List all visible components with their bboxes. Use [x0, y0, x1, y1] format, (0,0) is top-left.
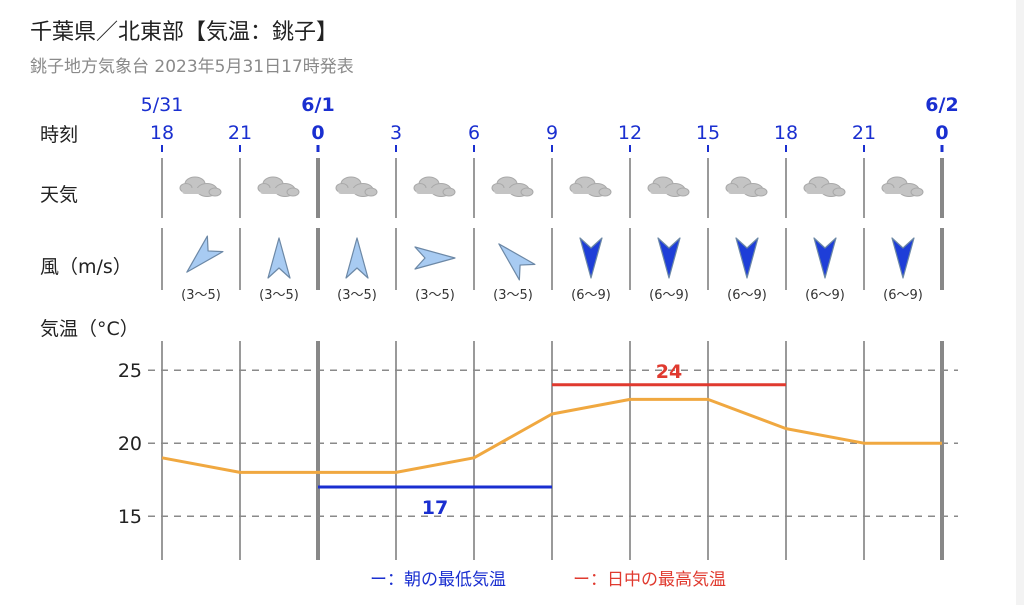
cloudy-icon: [803, 176, 846, 197]
date-label: 6/1: [301, 94, 334, 116]
wind-arrow-shape: [414, 246, 456, 270]
cloud-part: [754, 187, 768, 197]
row-label-temp: 気温（°C）: [40, 318, 139, 340]
page-subtitle: 銚子地方気象台 2023年5月31日17時発表: [30, 57, 354, 77]
cloud-part: [832, 187, 846, 197]
hour-label: 3: [390, 122, 402, 144]
max-temp-label: 24: [656, 361, 682, 383]
date-label: 6/2: [925, 94, 958, 116]
wind-arrow-icon: [267, 237, 291, 279]
y-tick-label: 20: [118, 433, 142, 455]
cloud-part: [182, 188, 216, 194]
hour-label: 12: [618, 122, 642, 144]
hour-label: 6: [468, 122, 480, 144]
wind-arrow-shape: [657, 237, 681, 279]
hour-label: 15: [696, 122, 720, 144]
wind-arrow-shape: [498, 243, 536, 281]
hour-label: 0: [935, 122, 948, 144]
legend-text: ：朝の最低気温: [387, 570, 506, 590]
cloud-part: [260, 188, 294, 194]
wind-arrow-shape: [891, 237, 915, 279]
wind-speed-label: (6〜9): [805, 288, 845, 303]
wind-arrow-icon: [891, 237, 915, 279]
cloud-part: [442, 187, 456, 197]
wind-arrow-icon: [813, 237, 837, 279]
wind-speed-label: (3〜5): [181, 288, 221, 303]
wind-speed-label: (3〜5): [493, 288, 533, 303]
wind-speed-label: (6〜9): [571, 288, 611, 303]
cloud-part: [598, 187, 612, 197]
wind-arrow-shape: [345, 237, 369, 279]
cloudy-icon: [569, 176, 612, 197]
cloudy-icon: [179, 176, 222, 197]
row-label-wind: 風（m/s）: [40, 256, 132, 278]
cloud-part: [572, 188, 606, 194]
cloudy-icon: [647, 176, 690, 197]
cloudy-icon: [491, 176, 534, 197]
right-scroll-edge: [1016, 0, 1024, 605]
wind-arrow-icon: [186, 235, 224, 273]
min-temp-label: 17: [422, 497, 448, 519]
wind-arrow-icon: [579, 237, 603, 279]
wind-arrow-shape: [267, 237, 291, 279]
wind-arrow-icon: [498, 243, 536, 281]
cloud-part: [208, 187, 222, 197]
row-label-weather: 天気: [40, 184, 79, 206]
cloud-part: [676, 187, 690, 197]
hour-label: 18: [150, 122, 174, 144]
wind-speed-label: (6〜9): [883, 288, 923, 303]
hour-label: 21: [852, 122, 876, 144]
cloudy-icon: [257, 176, 300, 197]
wind-arrow-icon: [414, 246, 456, 270]
wind-speed-label: (6〜9): [727, 288, 767, 303]
cloudy-icon: [335, 176, 378, 197]
hour-label: 0: [311, 122, 324, 144]
y-tick-label: 15: [118, 506, 142, 528]
wind-arrow-shape: [813, 237, 837, 279]
temperature-line: [161, 397, 942, 474]
legend-marker: ー: [370, 570, 387, 590]
cloud-part: [364, 187, 378, 197]
legend-marker: ー: [573, 570, 590, 590]
wind-speed-label: (3〜5): [259, 288, 299, 303]
wind-arrow-icon: [735, 237, 759, 279]
date-label: 5/31: [141, 94, 184, 116]
cloud-part: [650, 188, 684, 194]
wind-arrow-icon: [657, 237, 681, 279]
cloud-part: [806, 188, 840, 194]
wind-arrow-shape: [579, 237, 603, 279]
wind-speed-label: (3〜5): [415, 288, 455, 303]
wind-speed-label: (3〜5): [337, 288, 377, 303]
cloud-part: [728, 188, 762, 194]
cloudy-icon: [725, 176, 768, 197]
wind-speed-label: (6〜9): [649, 288, 689, 303]
cloud-part: [494, 188, 528, 194]
legend-text: ：日中の最高気温: [590, 570, 726, 590]
hour-label: 21: [228, 122, 252, 144]
cloud-part: [286, 187, 300, 197]
hour-label: 18: [774, 122, 798, 144]
cloud-part: [338, 188, 372, 194]
cloudy-icon: [413, 176, 456, 197]
wind-arrow-icon: [345, 237, 369, 279]
wind-arrow-shape: [735, 237, 759, 279]
cloudy-icon: [881, 176, 924, 197]
wind-arrow-shape: [186, 235, 224, 273]
y-tick-label: 25: [118, 360, 142, 382]
hour-label: 9: [546, 122, 558, 144]
row-label-time: 時刻: [40, 124, 79, 146]
page-title: 千葉県／北東部【気温：銚子】: [30, 20, 339, 45]
cloud-part: [416, 188, 450, 194]
cloud-part: [520, 187, 534, 197]
cloud-part: [884, 188, 918, 194]
cloud-part: [910, 187, 924, 197]
